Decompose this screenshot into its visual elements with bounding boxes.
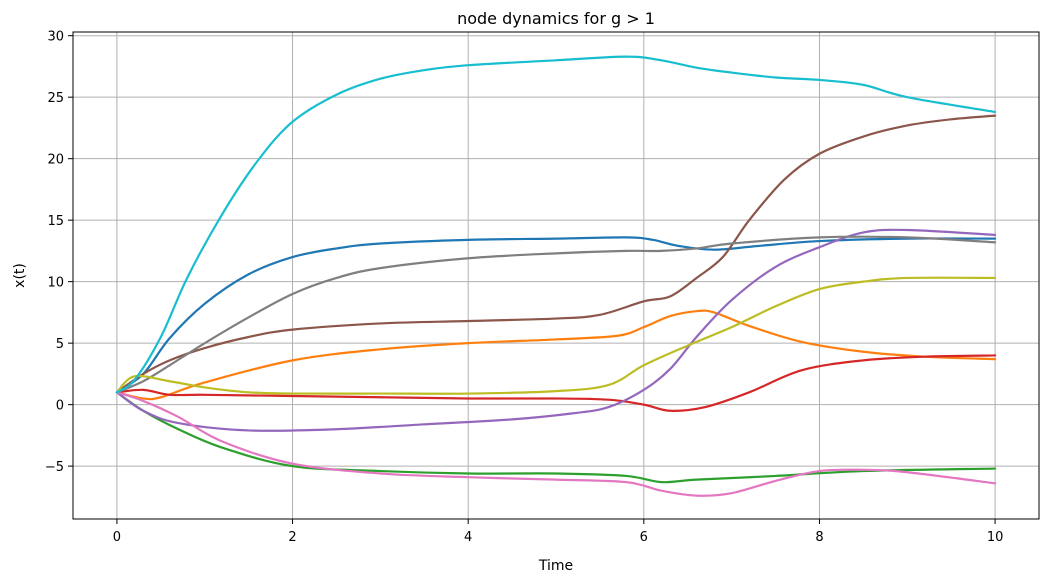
y-tick-label: 30 [47,30,64,45]
series-line-0 [115,236,997,394]
x-tick-label: 8 [815,530,823,545]
series-line-3 [115,354,997,412]
x-tick-label: 0 [113,530,121,545]
y-tick-label: 25 [47,91,64,106]
series-line-6 [115,391,997,497]
chart-title: node dynamics for g > 1 [457,9,655,28]
y-tick-label: 15 [47,214,64,229]
x-tick-label: 10 [987,530,1004,545]
series-line-5 [115,114,997,394]
series-line-7 [115,235,997,394]
y-tick-label: 20 [47,153,64,168]
x-axis-label: Time [538,558,573,574]
series-lines [115,55,997,497]
y-tick-label: 0 [56,399,64,414]
y-axis-label: x(t) [12,263,28,288]
series-line-8 [115,276,997,395]
axes-frame [72,31,1040,520]
grid [73,32,1039,519]
series-line-1 [115,309,997,401]
y-tick-label: 5 [56,337,64,352]
ticks: 0 2 4 6 8 10 −5 0 5 10 15 20 25 30 [45,30,1004,545]
series-line-2 [115,391,997,484]
y-tick-label: −5 [45,460,64,475]
x-tick-label: 6 [640,530,648,545]
x-tick-label: 4 [464,530,472,545]
series-line-4 [115,228,997,432]
series-line-9 [115,55,997,394]
y-tick-label: 10 [47,276,64,291]
x-tick-label: 2 [288,530,296,545]
